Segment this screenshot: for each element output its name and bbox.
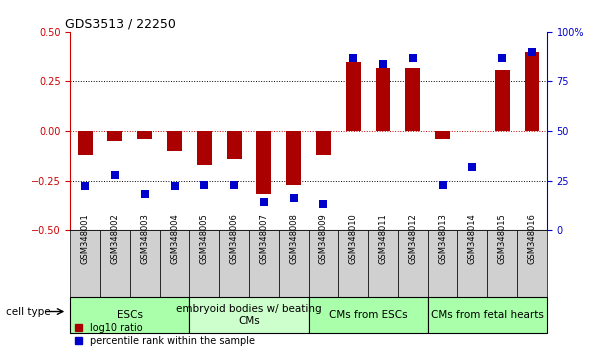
Bar [435,131,450,139]
Point [348,55,358,61]
Bar [189,230,219,297]
Text: cell type: cell type [6,307,51,316]
Bar [159,230,189,297]
Point [408,55,418,61]
Bar [279,230,309,297]
Bar [78,131,93,155]
Text: GSM348011: GSM348011 [379,213,387,264]
Text: GSM348006: GSM348006 [230,213,238,264]
Point [199,182,209,187]
Text: GSM348004: GSM348004 [170,213,179,264]
Bar [368,230,398,297]
Text: GSM348016: GSM348016 [527,213,536,264]
Text: CMs from ESCs: CMs from ESCs [329,310,408,320]
Point [289,195,299,201]
Text: GSM348012: GSM348012 [408,213,417,264]
Text: GSM348007: GSM348007 [260,213,268,264]
Bar [286,131,301,184]
Text: GSM348008: GSM348008 [289,213,298,264]
Legend: log10 ratio, percentile rank within the sample: log10 ratio, percentile rank within the … [75,323,255,346]
Bar [517,230,547,297]
Bar [338,230,368,297]
Bar [346,62,360,131]
Text: GSM348001: GSM348001 [81,213,90,264]
Text: GSM348003: GSM348003 [141,213,149,264]
Bar [376,68,390,131]
Bar [70,230,100,297]
Bar [309,230,338,297]
Bar [167,131,182,151]
Point [437,182,447,187]
Point [229,182,239,187]
Bar [524,52,540,131]
Bar [257,131,271,194]
Bar [108,131,122,141]
Text: GSM348002: GSM348002 [111,213,119,264]
Bar [70,297,189,333]
Bar [428,297,547,333]
Bar [316,131,331,155]
Text: CMs from fetal hearts: CMs from fetal hearts [431,310,544,320]
Bar [100,230,130,297]
Point [140,192,150,197]
Text: GSM348009: GSM348009 [319,213,328,264]
Bar [309,297,428,333]
Text: GSM348010: GSM348010 [349,213,357,264]
Point [170,184,180,189]
Bar [398,230,428,297]
Bar [428,230,458,297]
Point [527,49,537,55]
Bar [405,68,420,131]
Point [467,164,477,170]
Bar [227,131,241,159]
Text: GSM348005: GSM348005 [200,213,209,264]
Point [318,201,328,207]
Bar [458,230,488,297]
Point [378,61,388,67]
Point [497,55,507,61]
Text: GSM348013: GSM348013 [438,213,447,264]
Bar [495,69,510,131]
Text: embryoid bodies w/ beating
CMs: embryoid bodies w/ beating CMs [176,304,322,326]
Text: ESCs: ESCs [117,310,143,320]
Point [80,184,90,189]
Bar [137,131,152,139]
Bar [197,131,212,165]
Bar [189,297,309,333]
Bar [219,230,249,297]
Bar [249,230,279,297]
Bar [130,230,159,297]
Text: GDS3513 / 22250: GDS3513 / 22250 [65,18,177,31]
Point [110,172,120,177]
Text: GSM348014: GSM348014 [468,213,477,264]
Point [259,200,269,205]
Bar [488,230,517,297]
Text: GSM348015: GSM348015 [498,213,507,264]
